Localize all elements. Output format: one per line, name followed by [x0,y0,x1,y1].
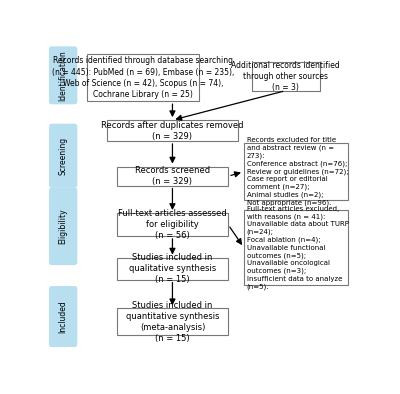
FancyBboxPatch shape [49,188,77,265]
Bar [107,121,238,141]
Text: Records screened
(n = 329): Records screened (n = 329) [135,166,210,186]
Bar [117,214,228,236]
Text: Records identified through database searching
(n = 445): PubMed (n = 69), Embase: Records identified through database sear… [52,56,234,99]
Text: Studies included in
quantitative synthesis
(meta-analysis)
(n = 15): Studies included in quantitative synthes… [126,301,219,343]
FancyBboxPatch shape [49,124,77,188]
Bar [87,54,199,101]
FancyBboxPatch shape [49,286,77,347]
Text: Studies included in
qualitative synthesis
(n = 15): Studies included in qualitative synthesi… [129,253,216,284]
Bar [244,143,348,201]
Bar [117,309,228,335]
Bar [244,210,348,285]
Text: Screening: Screening [59,137,68,175]
Text: Included: Included [59,300,68,333]
Text: Full-text articles assessed
for eligibility
(n = 56): Full-text articles assessed for eligibil… [118,209,227,240]
Text: Identification: Identification [59,50,68,101]
Bar [117,167,228,186]
Bar [252,62,320,91]
Text: Additional records identified
through other sources
(n = 3): Additional records identified through ot… [231,61,340,92]
Text: Records after duplicates removed
(n = 329): Records after duplicates removed (n = 32… [101,121,244,141]
Text: Records excluded for title
and abstract review (n =
273):
Conference abstract (n: Records excluded for title and abstract … [247,137,348,206]
Text: Eligibility: Eligibility [59,208,68,244]
Bar [117,258,228,280]
FancyBboxPatch shape [49,46,77,104]
Text: Full-text articles excluded,
with reasons (n = 41):
Unavailable data about TURP
: Full-text articles excluded, with reason… [247,206,349,290]
